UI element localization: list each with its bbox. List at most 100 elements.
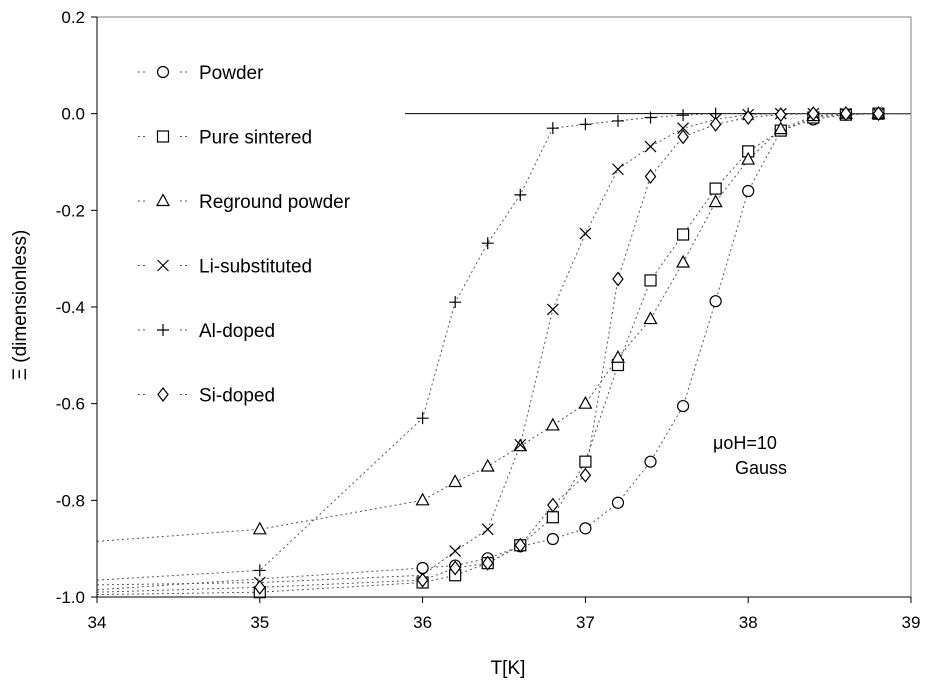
data-point-reground-powder (773, 121, 788, 135)
y-tick-label: -0.8 (56, 491, 85, 510)
x-tick-label: 35 (250, 613, 269, 632)
data-point-al-doped (253, 564, 266, 577)
data-point-si-doped (677, 129, 689, 145)
data-point-si-doped (709, 116, 722, 132)
data-point-si-doped (449, 560, 461, 576)
axes-layer: 34 35 36 37 38 39 0.2 0.0 -0.2 -0.4 -0.6 -0.8 -1.0 (56, 8, 921, 632)
data-point-si-doped (807, 106, 820, 122)
legend-marker (156, 65, 170, 79)
y-tick-label: -0.2 (56, 201, 85, 220)
y-tick-label: 0.0 (61, 105, 85, 124)
series-line-powder (96, 113, 911, 591)
data-point-al-doped (644, 111, 657, 124)
legend-marker (157, 324, 169, 336)
x-tick-label: 37 (576, 613, 595, 632)
data-point-reground-powder (578, 395, 593, 409)
legend-label: Powder (199, 63, 264, 84)
x-tick-label: 39 (902, 613, 921, 632)
legend-item: Al-doped (138, 321, 275, 342)
data-point-li-substituted (644, 140, 657, 153)
x-tick-label: 38 (739, 613, 758, 632)
annotation-field-label: μoH=10 (713, 433, 777, 453)
y-tick-label: 0.2 (61, 8, 85, 27)
data-point-si-doped (254, 579, 266, 595)
lines-layer (96, 113, 911, 596)
legend-label: Al-doped (199, 321, 275, 342)
data-point-powder (611, 496, 625, 509)
y-axis-label: Ξ (dimensionless) (10, 230, 31, 381)
data-point-powder (579, 522, 592, 535)
data-point-powder (676, 399, 690, 413)
data-point-reground-powder (415, 492, 430, 506)
data-point-reground-powder (741, 151, 756, 165)
legend: Powder Pure sintered Reground powder Li-sub… (138, 63, 351, 407)
data-point-reground-powder (252, 521, 267, 535)
data-point-si-doped (547, 497, 559, 513)
data-point-reground-powder (480, 458, 495, 472)
data-point-si-doped (742, 110, 754, 126)
data-point-al-doped (546, 122, 559, 135)
legend-marker (157, 259, 169, 272)
data-point-li-substituted (546, 303, 559, 316)
data-point-si-doped (481, 555, 494, 571)
data-point-powder (709, 295, 722, 308)
data-point-reground-powder (448, 474, 463, 488)
data-point-al-doped (677, 109, 690, 122)
data-point-li-substituted (677, 122, 690, 135)
data-point-pure-sintered (579, 455, 592, 468)
data-point-si-doped (775, 107, 787, 123)
data-point-li-substituted (514, 438, 527, 451)
annotation-field-unit: Gauss (735, 458, 787, 478)
data-point-al-doped (481, 237, 494, 250)
data-point-si-doped (840, 106, 852, 122)
data-point-pure-sintered (644, 274, 657, 287)
data-point-al-doped (416, 412, 429, 425)
data-point-al-doped (611, 114, 624, 127)
data-point-powder (742, 184, 755, 198)
x-axis-label: T[K] (491, 658, 526, 679)
series-line-al-doped (96, 113, 911, 581)
data-point-li-substituted (449, 545, 462, 558)
data-point-li-substituted (612, 163, 624, 176)
data-point-si-doped (872, 106, 885, 122)
legend-label: Li-substituted (199, 257, 312, 278)
legend-item: Si-doped (138, 386, 275, 407)
data-point-si-doped (514, 537, 527, 553)
legend-item: Li-substituted (138, 257, 312, 278)
data-point-reground-powder (643, 311, 658, 325)
plot-frame (96, 16, 912, 598)
x-tick-label: 34 (88, 613, 107, 632)
data-point-pure-sintered (709, 182, 722, 195)
data-point-al-doped (514, 188, 527, 201)
data-point-si-doped (612, 271, 624, 287)
data-point-powder (546, 532, 559, 546)
data-point-al-doped (579, 118, 592, 131)
data-point-si-doped (644, 169, 657, 184)
legend-item: Reground powder (138, 192, 351, 213)
markers-layer (252, 105, 886, 599)
y-tick-label: -1.0 (56, 588, 85, 607)
legend-label: Reground powder (199, 192, 351, 213)
legend-marker (156, 130, 170, 143)
series-line-li-substituted (96, 113, 911, 586)
series-line-pure-sintered (96, 113, 911, 596)
legend-label: Si-doped (199, 386, 275, 407)
data-point-reground-powder (676, 254, 691, 268)
data-point-li-substituted (579, 227, 592, 240)
legend-marker (157, 387, 169, 402)
legend-label: Pure sintered (199, 128, 312, 149)
data-point-si-doped (579, 467, 592, 483)
data-point-reground-powder (545, 417, 560, 431)
data-point-si-doped (416, 572, 429, 588)
legend-marker (155, 193, 171, 207)
data-point-reground-powder (610, 349, 625, 363)
data-point-li-substituted (481, 523, 494, 536)
data-point-pure-sintered (676, 228, 690, 241)
data-point-powder (644, 455, 657, 468)
data-point-pure-sintered (546, 511, 559, 524)
data-point-reground-powder (708, 194, 723, 208)
series-line-si-doped (96, 113, 911, 593)
y-tick-label: -0.4 (56, 298, 85, 317)
x-tick-label: 36 (413, 613, 432, 632)
